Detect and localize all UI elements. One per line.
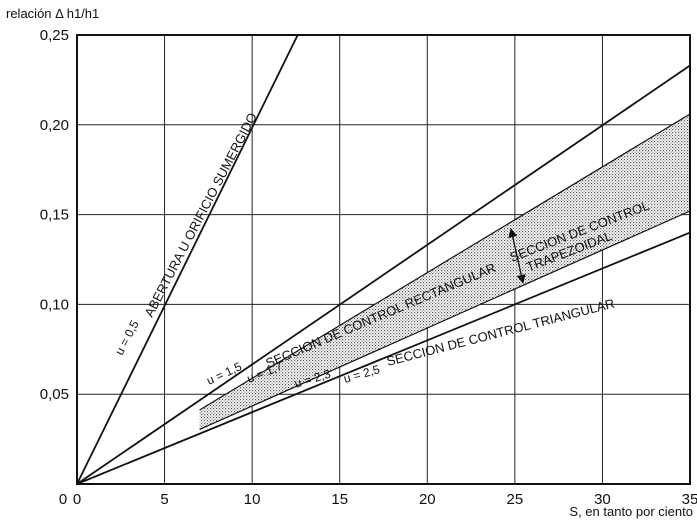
x-tick-label: 25 bbox=[507, 491, 524, 508]
series-line-4 bbox=[76, 231, 691, 485]
x-tick-label: 30 bbox=[594, 491, 611, 508]
trapezoidal-region bbox=[199, 114, 690, 430]
x-tick-label: 10 bbox=[244, 491, 261, 508]
x-tick-label: 35 bbox=[682, 491, 697, 508]
x-tick-label: 20 bbox=[419, 491, 436, 508]
origin-label: 0 bbox=[59, 491, 67, 508]
x-tick-label: 5 bbox=[160, 491, 168, 508]
series-line-0 bbox=[76, 34, 299, 485]
y-tick-label: 0,10 bbox=[40, 296, 69, 313]
u-label-0-5: u = 0,5 bbox=[112, 318, 142, 358]
y-tick-label: 0,05 bbox=[40, 386, 69, 403]
y-tick-label: 0,25 bbox=[40, 27, 69, 44]
series-line-3 bbox=[199, 210, 691, 430]
x-axis-title: S, en tanto por ciento bbox=[569, 504, 693, 519]
u-label-2-5: u = 2,5 bbox=[342, 362, 382, 386]
plot-frame bbox=[76, 34, 691, 485]
x-tick-label: 15 bbox=[331, 491, 348, 508]
band-arrow bbox=[508, 228, 526, 284]
series-line-1 bbox=[76, 64, 691, 485]
y-axis-title: relación Δ h1/h1 bbox=[6, 6, 99, 21]
y-tick-label: 0,20 bbox=[40, 117, 69, 134]
series-line-2 bbox=[199, 113, 691, 411]
y-tick-label: 0,15 bbox=[40, 207, 69, 224]
x-tick-label: 0 bbox=[73, 491, 81, 508]
